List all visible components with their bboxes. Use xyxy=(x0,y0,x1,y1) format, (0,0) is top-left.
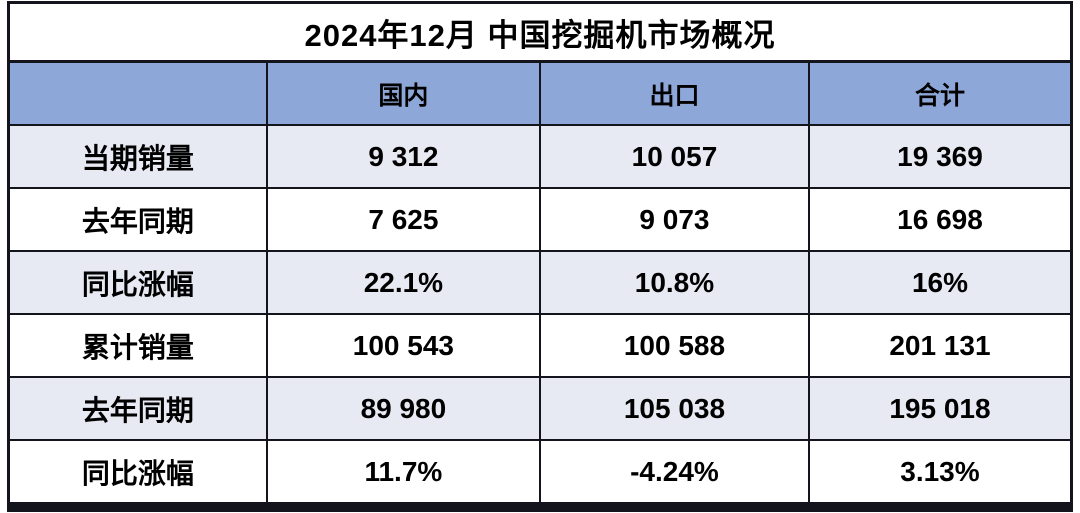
data-cell: 16 698 xyxy=(807,187,1073,252)
data-cell: 7 625 xyxy=(265,187,541,252)
data-cell: 19 369 xyxy=(807,124,1073,189)
data-cell: 195 018 xyxy=(807,376,1073,441)
data-cell: 105 038 xyxy=(538,376,810,441)
row-label: 累计销量 xyxy=(7,313,268,378)
column-header-domestic: 国内 xyxy=(265,60,541,126)
data-cell: 9 073 xyxy=(538,187,810,252)
table-row-last-year-cumulative: 去年同期 89 980 105 038 195 018 xyxy=(7,376,1073,441)
data-cell: 201 131 xyxy=(807,313,1073,378)
table-row-cumulative-yoy-change: 同比涨幅 11.7% -4.24% 3.13% xyxy=(7,439,1073,508)
row-label: 去年同期 xyxy=(7,376,268,441)
data-cell: 89 980 xyxy=(265,376,541,441)
table-title-row: 2024年12月 中国挖掘机市场概况 xyxy=(7,1,1073,63)
data-cell: 3.13% xyxy=(807,439,1073,508)
column-header-export: 出口 xyxy=(538,60,810,126)
row-label: 同比涨幅 xyxy=(7,250,268,315)
data-cell: 16% xyxy=(807,250,1073,315)
row-label: 当期销量 xyxy=(7,124,268,189)
row-label: 去年同期 xyxy=(7,187,268,252)
table-row-yoy-change: 同比涨幅 22.1% 10.8% 16% xyxy=(7,250,1073,315)
table-header-row: 国内 出口 合计 xyxy=(7,60,1073,126)
table-row-cumulative-sales: 累计销量 100 543 100 588 201 131 xyxy=(7,313,1073,378)
data-cell: 100 543 xyxy=(265,313,541,378)
data-cell: 10.8% xyxy=(538,250,810,315)
data-cell: 11.7% xyxy=(265,439,541,508)
data-cell: 22.1% xyxy=(265,250,541,315)
table-row-current-sales: 当期销量 9 312 10 057 19 369 xyxy=(7,124,1073,189)
data-cell: 9 312 xyxy=(265,124,541,189)
data-cell: 10 057 xyxy=(538,124,810,189)
column-header-empty xyxy=(7,60,268,126)
table-title: 2024年12月 中国挖掘机市场概况 xyxy=(7,1,1073,63)
data-cell: 100 588 xyxy=(538,313,810,378)
table-row-last-year-same-period: 去年同期 7 625 9 073 16 698 xyxy=(7,187,1073,252)
excavator-market-table: 2024年12月 中国挖掘机市场概况 国内 出口 合计 当期销量 9 312 1… xyxy=(7,1,1073,512)
column-header-total: 合计 xyxy=(807,60,1073,126)
row-label: 同比涨幅 xyxy=(7,439,268,508)
data-cell: -4.24% xyxy=(538,439,810,508)
